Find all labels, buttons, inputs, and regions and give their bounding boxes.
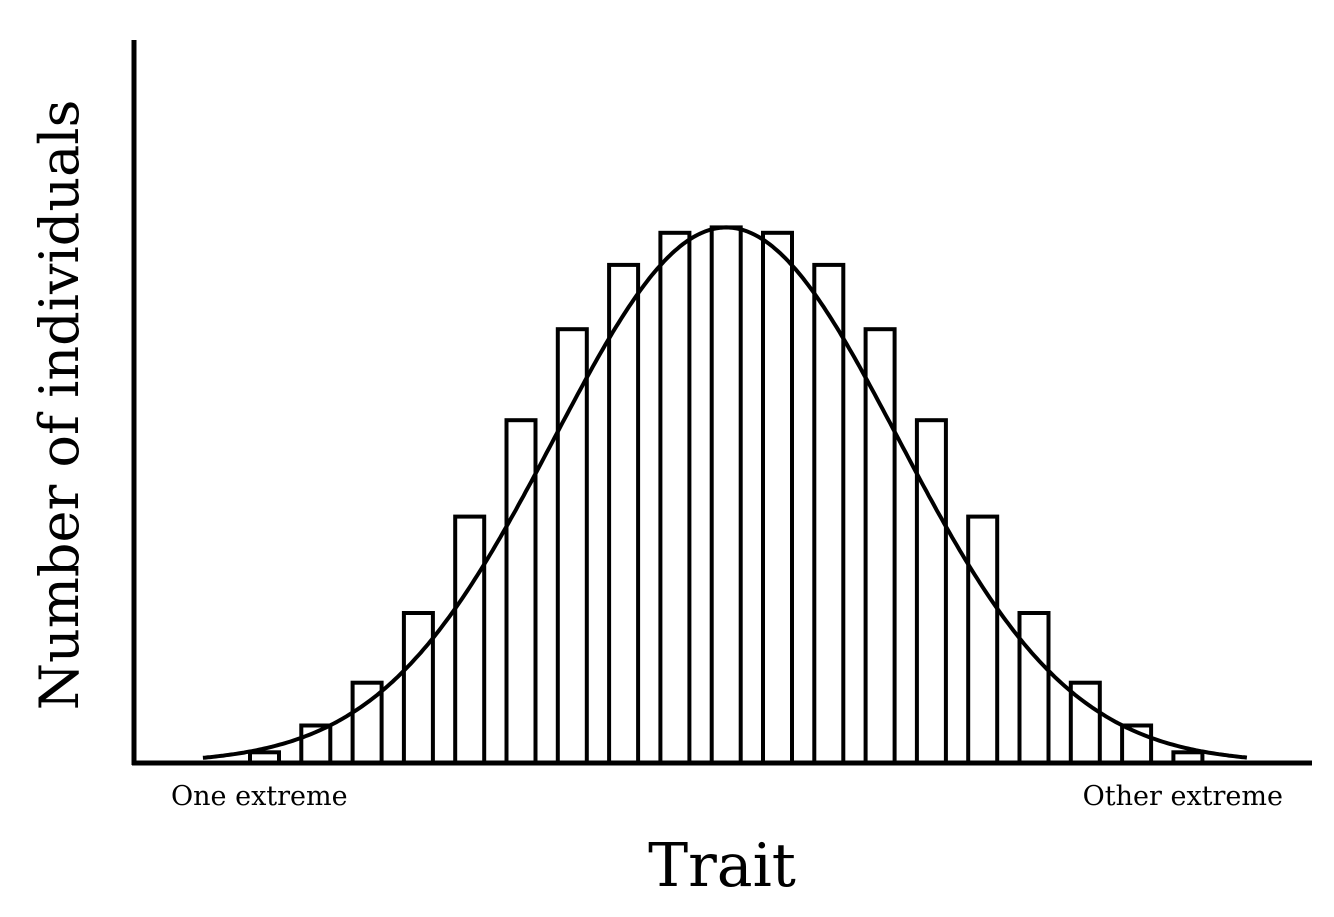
x-left-extreme-label: One extreme: [171, 781, 348, 812]
bar-16: [1017, 611, 1051, 765]
bar-6: [504, 418, 538, 765]
bar-7: [555, 327, 589, 765]
bar-13: [863, 327, 897, 765]
y-axis-label: Number of individuals: [28, 100, 91, 711]
bar-5: [453, 514, 487, 765]
bar-2: [299, 723, 333, 765]
bar-11: [761, 230, 794, 766]
bar-15: [966, 514, 1000, 765]
bar-14: [914, 418, 948, 765]
x-right-extreme-label: Other extreme: [1083, 781, 1283, 812]
bar-4: [401, 611, 435, 765]
bar-10: [709, 225, 743, 765]
bar-12: [812, 262, 846, 765]
bar-8: [607, 262, 641, 765]
bar-9: [658, 230, 692, 766]
x-axis-label: Trait: [648, 831, 796, 901]
normal-distribution-curve: [202, 225, 1248, 760]
